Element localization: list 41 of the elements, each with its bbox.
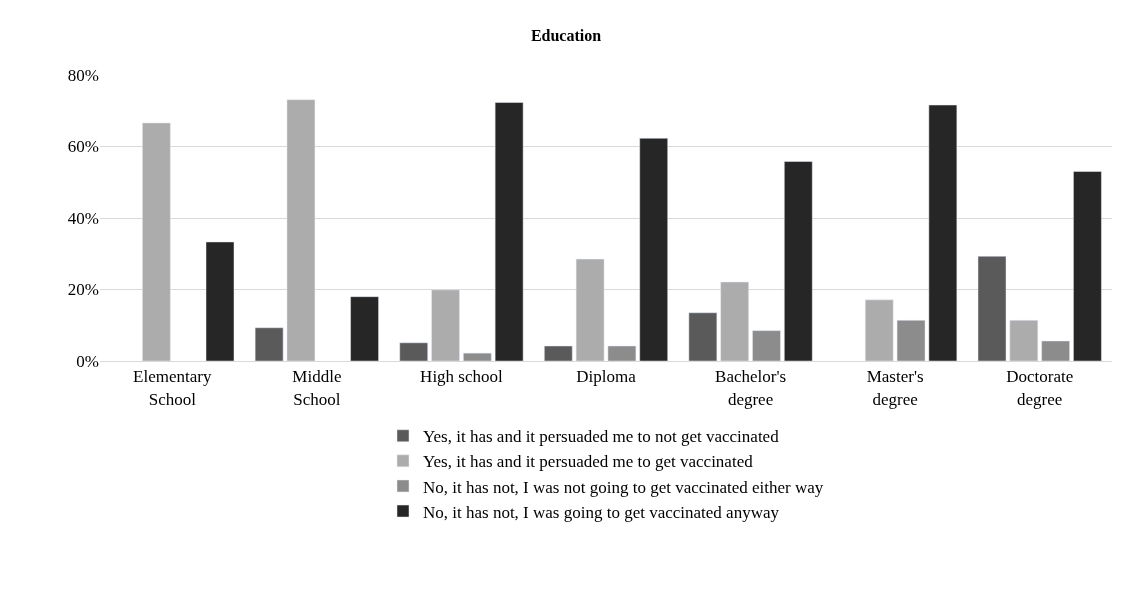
bar	[865, 299, 894, 361]
x-tick-label: High school	[420, 367, 504, 387]
y-tick-label: 40%	[67, 208, 99, 228]
legend-label: Yes, it has and it persuaded me to not get vaccinated	[423, 427, 780, 447]
legend-label: No, it has not, I was not going to get vaccinated either way	[423, 477, 824, 497]
x-tick-label: Middle School	[292, 367, 342, 409]
y-tick-label: 60%	[67, 137, 99, 157]
bar	[639, 138, 668, 361]
bar	[286, 99, 316, 361]
x-tick-label: Bachelor's degree	[715, 367, 787, 409]
legend-label: No, it has not, I was going to get vaccinated anyway	[423, 502, 780, 522]
bar	[575, 258, 605, 361]
y-tick-label: 80%	[67, 65, 99, 85]
bar	[399, 342, 428, 361]
bar	[928, 104, 958, 361]
bar	[431, 289, 460, 361]
y-tick-label: 20%	[67, 280, 99, 300]
bar	[977, 256, 1007, 361]
bar	[142, 122, 171, 361]
bar	[688, 312, 718, 361]
bar	[350, 296, 379, 361]
bar	[1009, 320, 1039, 361]
bar	[720, 281, 749, 361]
y-tick-label: 0%	[76, 351, 99, 371]
bar	[607, 345, 637, 361]
bar	[544, 345, 573, 361]
legend-label: Yes, it has and it persuaded me to get vaccinated	[423, 452, 754, 472]
chart-title: Education	[530, 27, 602, 45]
bar	[205, 241, 235, 361]
bar	[463, 352, 492, 361]
bar	[1041, 340, 1070, 361]
bar	[896, 320, 926, 361]
x-tick-label: Master's degree	[866, 367, 924, 409]
x-tick-label: Doctorate degree	[1006, 367, 1074, 409]
bar	[752, 330, 781, 361]
bar	[1073, 171, 1102, 361]
x-tick-label: Elementary School	[133, 367, 212, 409]
bar	[254, 327, 284, 361]
x-tick-label: Diploma	[576, 367, 637, 387]
bar	[494, 102, 524, 361]
bar	[784, 161, 813, 361]
